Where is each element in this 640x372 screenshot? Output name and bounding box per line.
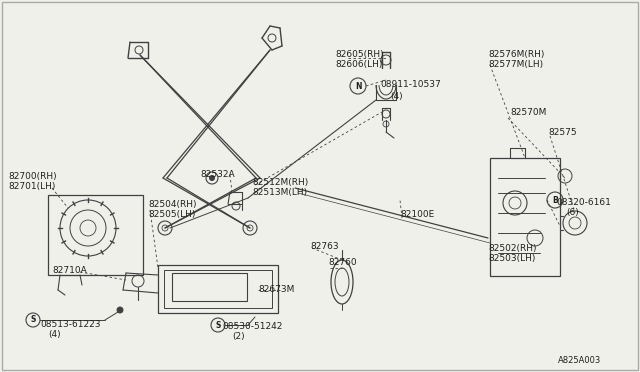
Text: 82763: 82763 [310, 242, 339, 251]
Bar [48, 195, 143, 275]
Text: 82700(RH): 82700(RH) [8, 172, 56, 181]
Text: B: B [552, 196, 558, 205]
Text: 08513-61223: 08513-61223 [40, 320, 100, 329]
Text: S: S [30, 315, 36, 324]
Text: 82502(RH): 82502(RH) [488, 244, 536, 253]
Text: 08530-51242: 08530-51242 [222, 322, 282, 331]
Text: 82576M(RH): 82576M(RH) [488, 50, 545, 59]
Text: S: S [215, 321, 221, 330]
Text: 82575: 82575 [548, 128, 577, 137]
Text: 82100E: 82100E [400, 210, 435, 219]
Text: A825A003: A825A003 [558, 356, 601, 365]
Bar [172, 273, 247, 301]
Text: N: N [355, 81, 361, 90]
Text: (4): (4) [48, 330, 61, 339]
Text: (4): (4) [390, 92, 403, 101]
Text: 82505(LH): 82505(LH) [148, 210, 195, 219]
Bar [490, 158, 560, 276]
Bar [164, 270, 272, 308]
Text: (6): (6) [566, 208, 579, 217]
Text: 82504(RH): 82504(RH) [148, 200, 196, 209]
Circle shape [209, 176, 214, 180]
Text: (2): (2) [232, 332, 244, 341]
Text: 08911-10537: 08911-10537 [380, 80, 441, 89]
Text: 82512M(RH): 82512M(RH) [252, 178, 308, 187]
Text: 82513M(LH): 82513M(LH) [252, 188, 307, 197]
Text: 08320-6161: 08320-6161 [556, 198, 611, 207]
Text: 82605(RH): 82605(RH) [335, 50, 383, 59]
Text: 82503(LH): 82503(LH) [488, 254, 536, 263]
Text: 82532A: 82532A [200, 170, 235, 179]
Text: 82577M(LH): 82577M(LH) [488, 60, 543, 69]
Text: 82710A: 82710A [52, 266, 87, 275]
Bar [158, 265, 278, 313]
Text: 82570M: 82570M [510, 108, 547, 117]
Text: 82760: 82760 [328, 258, 356, 267]
Circle shape [117, 307, 123, 313]
Text: 82673M: 82673M [258, 285, 294, 294]
Text: 82701(LH): 82701(LH) [8, 182, 56, 191]
Text: 82606(LH): 82606(LH) [335, 60, 382, 69]
